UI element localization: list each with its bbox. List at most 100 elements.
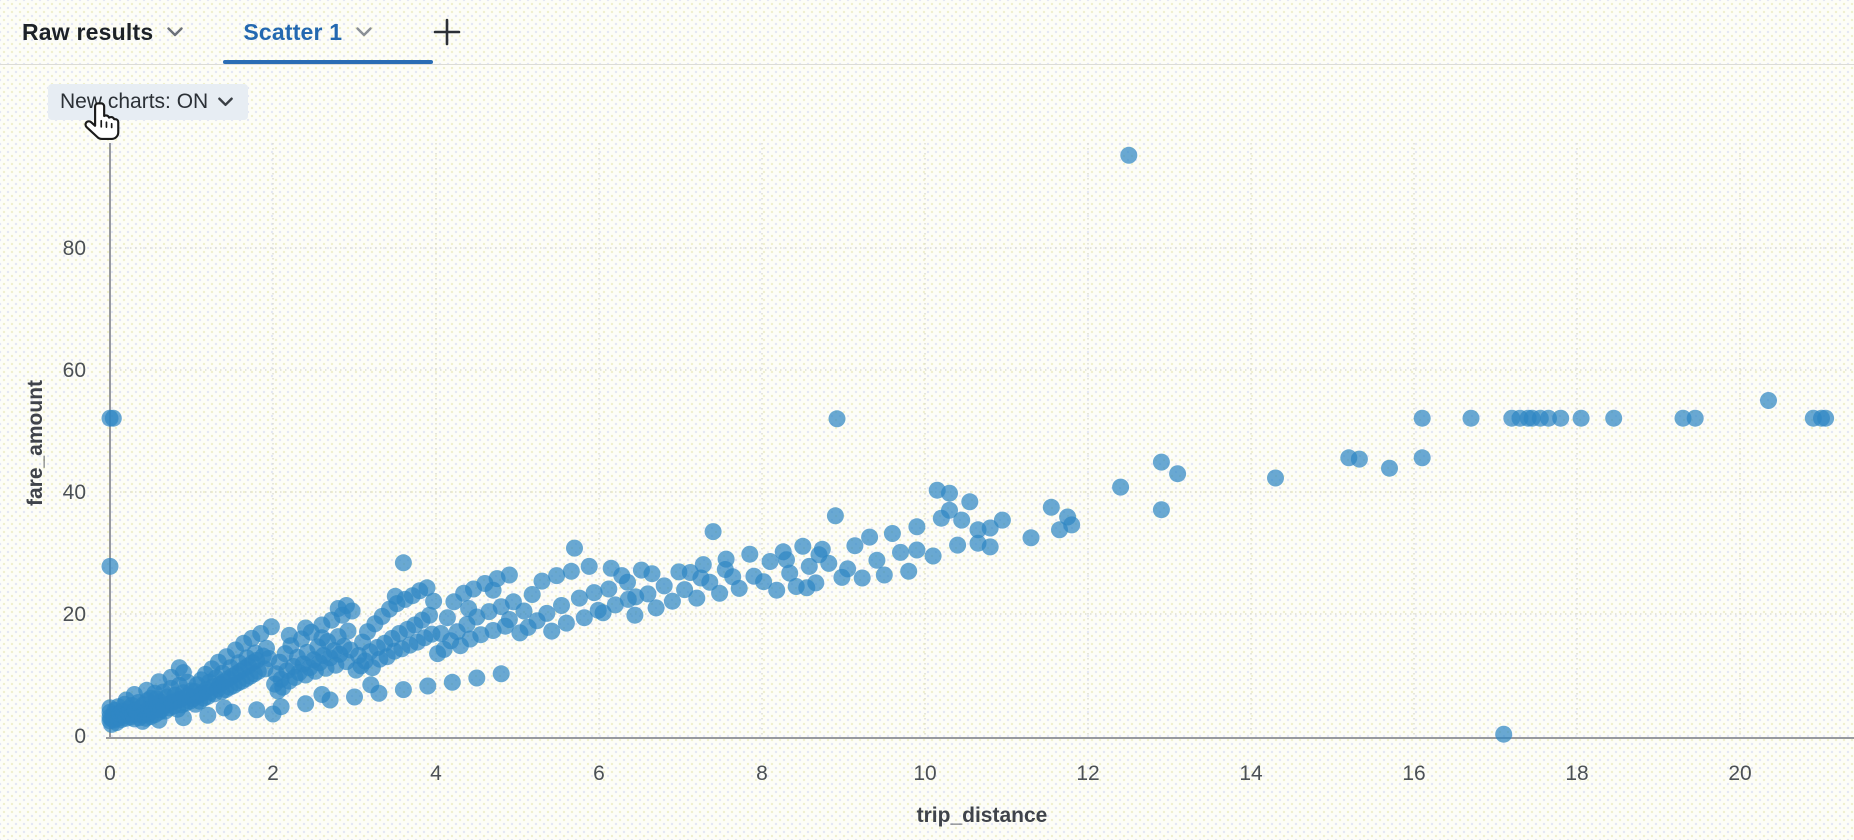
scatter-point[interactable] [425,592,443,610]
scatter-point[interactable] [443,673,461,691]
scatter-point[interactable] [1413,449,1431,467]
scatter-point[interactable] [813,540,831,558]
scatter-point[interactable] [647,599,665,617]
scatter-point[interactable] [562,562,580,580]
scatter-point[interactable] [272,698,290,716]
scatter-point[interactable] [941,501,958,519]
scatter-point[interactable] [438,609,456,627]
scatter-point[interactable] [500,566,518,584]
scatter-point[interactable] [781,564,799,582]
scatter-point[interactable] [557,614,575,632]
scatter-point[interactable] [655,577,673,595]
scatter-point[interactable] [339,622,357,640]
scatter-point[interactable] [846,537,864,555]
scatter-point[interactable] [523,586,541,603]
scatter-point[interactable] [515,602,533,620]
scatter-point[interactable] [1350,450,1368,468]
scatter-point[interactable] [1063,516,1081,534]
scatter-point[interactable] [321,691,339,709]
scatter-point[interactable] [492,665,510,683]
scatter-point[interactable] [533,572,551,590]
scatter-point[interactable] [768,581,786,599]
scatter-point[interactable] [701,573,719,591]
scatter-point[interactable] [619,573,636,591]
scatter-point[interactable] [1817,409,1835,427]
scatter-point[interactable] [1572,409,1590,427]
tab-scatter-1[interactable]: Scatter 1 [243,19,372,46]
scatter-point[interactable] [538,604,556,622]
scatter-point[interactable] [868,551,886,569]
scatter-point[interactable] [606,596,624,614]
add-chart-tab-button[interactable] [430,15,464,49]
scatter-point[interactable] [1169,465,1187,483]
scatter-point[interactable] [297,695,315,713]
scatter-point[interactable] [839,560,857,578]
scatter-point[interactable] [570,589,588,607]
scatter-point[interactable] [1267,469,1284,487]
scatter-point[interactable] [1552,409,1570,427]
scatter-point[interactable] [1495,725,1513,743]
scatter-point[interactable] [694,556,712,574]
scatter-point[interactable] [1152,501,1170,519]
scatter-point[interactable] [553,597,570,614]
scatter-point[interactable] [421,606,438,624]
scatter-point[interactable] [676,581,694,599]
scatter-point[interactable] [1022,529,1040,547]
scatter-point[interactable] [663,592,681,610]
scatter-point[interactable] [566,539,583,557]
scatter-point[interactable] [807,574,825,592]
scatter-point[interactable] [941,484,958,502]
scatter-point[interactable] [1605,409,1623,427]
scatter-point[interactable] [580,557,598,575]
scatter-point[interactable] [883,525,901,542]
scatter-point[interactable] [1042,498,1060,516]
scatter-point[interactable] [418,579,436,597]
scatter-point[interactable] [828,410,846,428]
scatter-point[interactable] [892,543,909,561]
scatter-point[interactable] [223,703,241,721]
scatter-point[interactable] [248,701,266,719]
scatter-point[interactable] [1674,409,1692,427]
scatter-point[interactable] [1112,478,1130,496]
scatter-point[interactable] [908,518,926,536]
scatter-point[interactable] [343,602,361,620]
scatter-point[interactable] [101,557,119,575]
scatter-point[interactable] [875,566,893,584]
scatter-point[interactable] [199,706,217,724]
scatter-point[interactable] [639,585,657,603]
scatter-point[interactable] [826,507,844,525]
scatter-point[interactable] [1413,409,1431,427]
scatter-point[interactable] [861,528,879,546]
scatter-point[interactable] [1686,409,1704,427]
scatter-point[interactable] [1760,392,1777,409]
scatter-point[interactable] [711,584,729,602]
chevron-down-icon[interactable] [167,27,184,37]
scatter-point[interactable] [1540,409,1557,427]
scatter-point[interactable] [1120,146,1138,164]
scatter-point[interactable] [346,688,363,706]
scatter-point[interactable] [626,606,644,624]
scatter-point[interactable] [981,538,999,556]
scatter-point[interactable] [953,511,971,529]
scatter-point[interactable] [800,557,818,575]
scatter-point[interactable] [688,589,706,607]
new-charts-toggle[interactable]: New charts: ON [48,84,249,120]
scatter-point[interactable] [778,551,795,569]
chevron-down-icon[interactable] [356,27,372,37]
scatter-point[interactable] [981,519,999,537]
scatter-point[interactable] [594,604,612,622]
scatter-point[interactable] [993,511,1011,529]
scatter-point[interactable] [370,684,388,702]
scatter-point[interactable] [761,553,779,570]
scatter-point[interactable] [174,709,192,727]
scatter-point[interactable] [1381,459,1398,477]
scatter-point[interactable] [704,523,722,541]
scatter-point[interactable] [600,580,618,598]
scatter-point[interactable] [1152,453,1170,471]
scatter-point[interactable] [468,669,486,687]
scatter-point[interactable] [755,573,773,591]
scatter-point[interactable] [741,545,759,563]
scatter-point[interactable] [394,681,412,699]
scatter-point[interactable] [419,677,437,695]
scatter-point[interactable] [717,550,735,568]
